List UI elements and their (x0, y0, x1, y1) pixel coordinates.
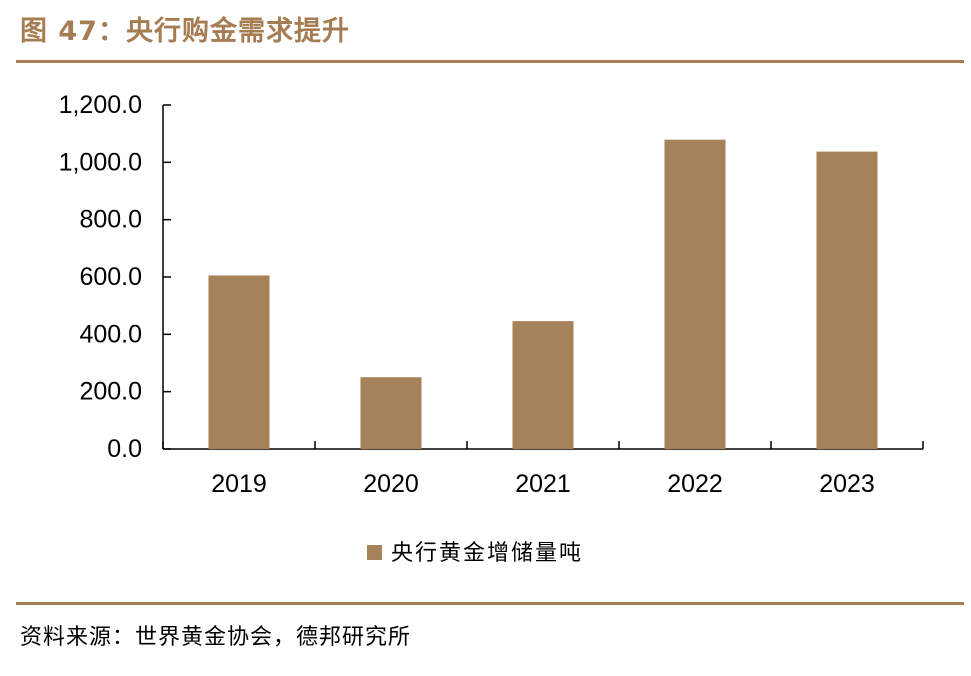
y-tick-label: 600.0 (79, 263, 142, 291)
bar-chart: 0.0 200.0 400.0 600.0 800.0 1,000.0 1,200.0 20… (0, 64, 971, 598)
figure-title: 图 47：央行购金需求提升 (20, 16, 350, 47)
x-axis: 2019 2020 2021 2022 2023 (162, 441, 924, 498)
bar (512, 321, 574, 449)
title-divider (16, 60, 964, 63)
y-tick-label: 200.0 (79, 378, 142, 406)
chart-canvas: 0.0 200.0 400.0 600.0 800.0 1,000.0 1,200.0 20… (59, 91, 924, 566)
y-axis: 0.0 200.0 400.0 600.0 800.0 1,000.0 1,200.0 (59, 91, 171, 463)
x-tick-label: 2021 (515, 470, 571, 498)
x-tick-label: 2022 (667, 470, 723, 498)
source-note: 资料来源：世界黄金协会，德邦研究所 (20, 625, 412, 650)
legend-swatch (367, 545, 382, 560)
source-divider (16, 602, 964, 605)
bar-series (208, 139, 878, 449)
bar (816, 151, 878, 449)
y-tick-label: 800.0 (79, 206, 142, 234)
bar (360, 377, 422, 449)
legend-label: 央行黄金增储量吨 (391, 541, 583, 566)
x-tick-label: 2023 (819, 470, 875, 498)
y-tick-label: 1,200.0 (59, 91, 142, 119)
y-tick-label: 1,000.0 (59, 148, 142, 176)
bar (664, 139, 726, 449)
x-tick-label: 2019 (211, 470, 267, 498)
x-tick-label: 2020 (363, 470, 419, 498)
y-tick-label: 400.0 (79, 320, 142, 348)
legend: 央行黄金增储量吨 (367, 541, 583, 566)
y-tick-label: 0.0 (107, 435, 142, 463)
bar (208, 275, 270, 449)
